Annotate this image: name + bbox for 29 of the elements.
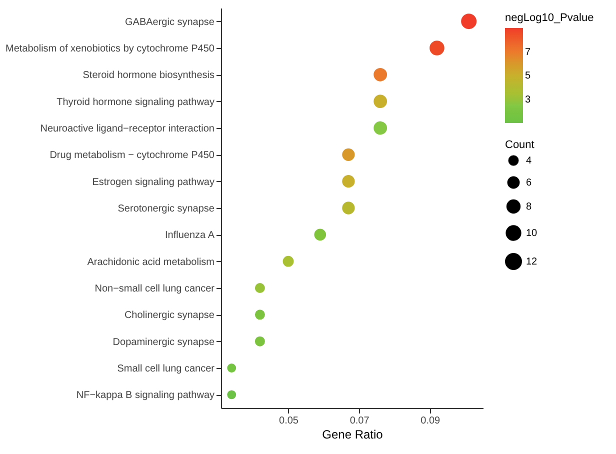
x-axis-title: Gene Ratio [322, 428, 384, 442]
color-bar-title: negLog10_Pvalue [505, 12, 594, 24]
y-tick-label: Small cell lung cancer [117, 364, 216, 374]
legend-label: 6 [526, 178, 532, 188]
color-bar-label: 3 [525, 94, 531, 106]
legend-title: Count [505, 139, 534, 151]
x-tick-label: 0.09 [420, 416, 441, 426]
y-tick-label: NF−kappa B signaling pathway [76, 390, 214, 402]
y-tick-label: Arachidonic acid metabolism [87, 256, 214, 268]
legend-label: 10 [526, 228, 538, 239]
y-tick-label: Metabolism of xenobiotics by cytochrome P450 [6, 44, 215, 54]
color-bar-label: 5 [525, 70, 531, 82]
legend-label: 4 [526, 156, 532, 166]
y-tick-label: Estrogen signaling pathway [92, 176, 214, 188]
y-tick-label: Cholinergic synapse [124, 310, 215, 322]
legend-label: 8 [526, 202, 532, 212]
y-tick-label: GABAergic synapse [125, 16, 215, 28]
y-tick-label: Dopaminergic synapse [112, 336, 215, 348]
y-tick-label: Influenza A [165, 230, 215, 242]
y-tick-label: Neuroactive ligand−receptor interaction [40, 124, 214, 134]
color-bar-label: 7 [525, 46, 531, 58]
x-tick-label: 0.05 [279, 416, 299, 426]
y-tick-label: Thyroid hormone signaling pathway [56, 96, 214, 108]
x-tick-label: 0.07 [350, 416, 370, 426]
legend-label: 12 [526, 256, 538, 268]
y-tick-label: Non−small cell lung cancer [94, 284, 216, 294]
y-tick-label: Steroid hormone biosynthesis [82, 70, 214, 82]
y-tick-label: Drug metabolism − cytochrome P450 [50, 150, 215, 162]
y-tick-label: Serotonergic synapse [118, 204, 215, 214]
